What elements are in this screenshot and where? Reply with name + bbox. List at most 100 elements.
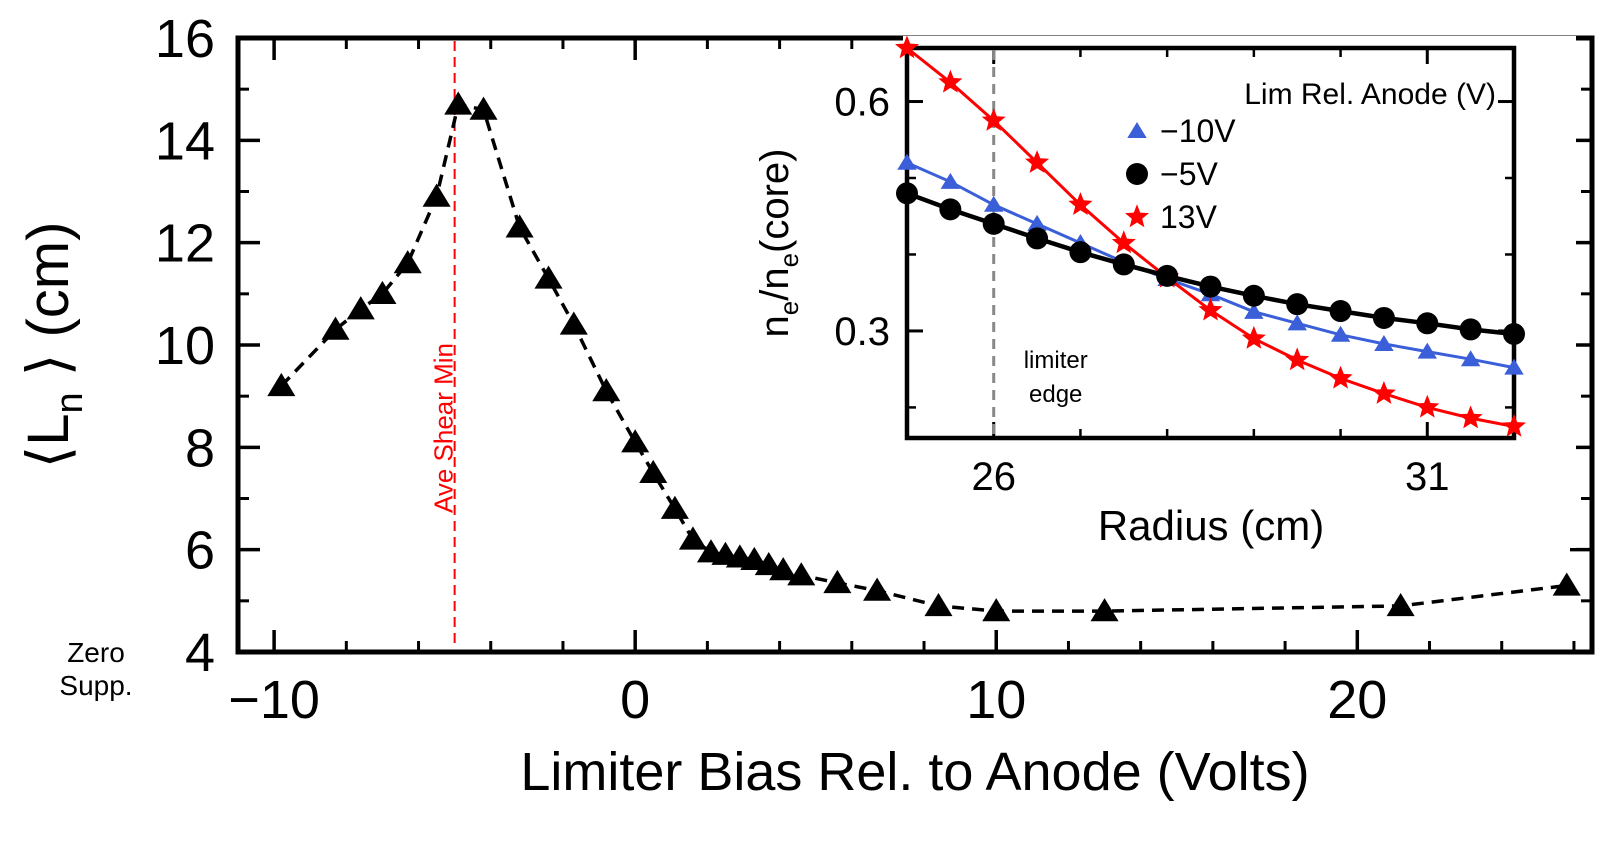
main-data-point: [1552, 572, 1581, 596]
legend-marker: [1127, 122, 1147, 139]
inset-data-point: [896, 182, 918, 205]
main-x-tick-label: 10: [966, 670, 1026, 730]
main-y-tick-label: 14: [155, 111, 215, 171]
inset-data-point: [1330, 325, 1351, 342]
inset-data-point: [1374, 334, 1394, 351]
inset-data-point: [1025, 150, 1050, 173]
main-data-point: [1090, 598, 1119, 622]
main-data-point: [368, 280, 397, 304]
inset-data-point: [1371, 381, 1396, 404]
main-data-point: [505, 214, 534, 238]
inset-data-point: [1027, 214, 1047, 231]
main-data-point: [592, 378, 621, 402]
inset-data-point: [1503, 323, 1525, 345]
legend-marker: [1125, 204, 1149, 228]
main-data-point: [534, 265, 563, 289]
inset-data-point: [1504, 358, 1524, 375]
inset-data-point: [982, 212, 1005, 235]
main-y-axis-label: ⟨Ln ⟩ (cm): [16, 222, 91, 469]
main-y-tick-label: 16: [155, 9, 215, 69]
inset-data-point: [1459, 318, 1482, 341]
inset-data-point: [1415, 394, 1440, 418]
inset-y-label-tail: (core): [753, 149, 797, 253]
main-x-tick-label: 20: [1327, 670, 1387, 730]
inset-data-point: [1068, 192, 1093, 215]
inset-data-point: [1416, 312, 1439, 335]
inset-legend: −10V −5V 13V: [1125, 113, 1236, 235]
main-data-point: [1386, 592, 1415, 617]
inset-plot-frame: [904, 45, 1517, 441]
main-tick-labels: −10 0 10 20 4 6 8 10 12 14 16: [155, 9, 1387, 730]
inset-data-point: [895, 35, 919, 59]
inset-y-label-n1: n: [753, 315, 797, 337]
main-data-point: [621, 429, 650, 453]
inset-data-point: [1460, 350, 1481, 367]
main-data-point: [982, 598, 1011, 622]
main-x-tick-label: 0: [620, 670, 650, 730]
inset-data-point: [1026, 227, 1049, 250]
main-data-point: [444, 91, 473, 115]
inset-y-axis-label: ne/ne(core): [753, 149, 804, 338]
inset-data-point: [1198, 297, 1223, 321]
inset-data-point: [1199, 275, 1222, 298]
inset-data-point: [1328, 365, 1353, 389]
inset-data-point: [1241, 325, 1266, 349]
inset-y-label-n2: /n: [753, 267, 797, 300]
main-data-point: [267, 372, 296, 397]
main-series-markers: [267, 91, 1581, 622]
inset-y-tick-label: 0.3: [834, 310, 890, 354]
main-data-point: [321, 316, 350, 340]
main-data-point: [678, 526, 707, 550]
inset-data-point: [1112, 253, 1135, 276]
inset-data-point: [1111, 230, 1136, 254]
inset-data-point: [938, 69, 963, 93]
inset-data-point: [1242, 284, 1265, 307]
inset-data-point: [1244, 302, 1264, 319]
main-y-tick-label: 4: [185, 623, 215, 683]
main-y-label-sub: n: [49, 392, 91, 413]
main-data-point: [469, 96, 498, 120]
legend-label: −10V: [1160, 113, 1236, 149]
ave-shear-min-label: Ave Shear Min: [429, 343, 459, 513]
main-plot: −10 0 10 20 4 6 8 10 12 14 16 Ave Shear Min Limite…: [16, 9, 1595, 802]
legend-marker: [1126, 163, 1148, 185]
inset-x-axis-label: Radius (cm): [1098, 502, 1324, 549]
main-y-tick-label: 10: [155, 316, 215, 376]
main-data-point: [787, 562, 816, 586]
main-data-point: [924, 592, 953, 617]
main-data-point: [863, 577, 892, 601]
inset-x-tick-label: 26: [971, 455, 1016, 499]
inset-data-point: [1329, 300, 1352, 323]
inset-data-point: [1286, 293, 1309, 316]
inset-data-point: [940, 172, 961, 189]
main-y-tick-label: 6: [185, 521, 215, 581]
limiter-edge-label-line2: edge: [1029, 381, 1082, 408]
zero-supp-label-line2: Supp.: [59, 670, 132, 701]
main-data-point: [559, 311, 588, 335]
inset-data-point: [1502, 413, 1526, 437]
inset-data-point: [939, 198, 962, 221]
inset-data-point: [983, 195, 1004, 212]
main-data-point: [660, 495, 689, 519]
inset-x-tick-label: 31: [1405, 455, 1450, 499]
legend-label: 13V: [1160, 199, 1218, 235]
inset-y-label-sub1: e: [774, 301, 804, 315]
main-y-tick-label: 8: [185, 418, 215, 478]
legend-label: −5V: [1160, 156, 1218, 192]
main-data-point: [393, 250, 422, 274]
main-x-tick-label: −10: [228, 670, 320, 730]
inset-data-point: [981, 108, 1006, 131]
main-y-label-tail: ⟩ (cm): [16, 222, 81, 393]
inset-y-tick-label: 0.6: [834, 81, 890, 125]
inset-y-label-sub2: e: [774, 253, 804, 267]
main-data-point: [422, 183, 451, 207]
main-y-tick-label: 12: [155, 214, 215, 274]
inset-plot: 26 31 0.3 0.6 limiter edge Lim Rel. Anode (…: [753, 35, 1576, 549]
main-y-label-base: ⟨L: [16, 414, 81, 469]
inset-data-point: [897, 153, 917, 170]
inset-series: [895, 35, 1526, 437]
inset-data-point: [1156, 264, 1179, 287]
main-data-point: [823, 569, 852, 594]
inset-data-point: [1287, 314, 1307, 331]
